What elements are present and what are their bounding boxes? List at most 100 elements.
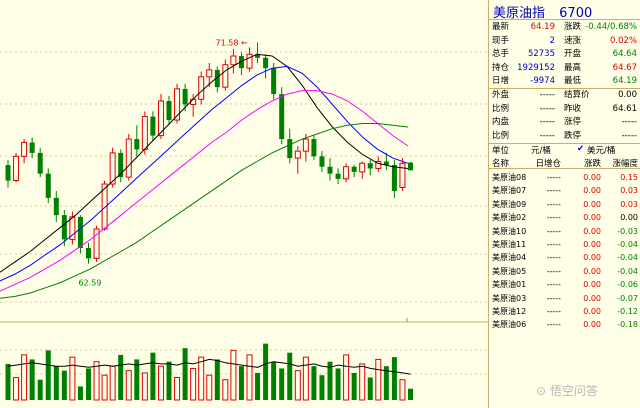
col-chg[interactable]: 涨跌 <box>583 159 601 169</box>
instrument-name: 美原油指 <box>493 6 546 21</box>
candle-down <box>408 162 413 171</box>
candle-up <box>294 150 301 159</box>
quote-label: 涨跌 <box>564 22 582 32</box>
candle-down <box>214 69 220 88</box>
moving-average-line <box>0 90 409 292</box>
quote-label: 最低 <box>564 76 582 87</box>
candle-up <box>157 100 164 137</box>
quote-label: 持仓 <box>492 62 510 73</box>
candle-down <box>150 116 156 136</box>
contract-inc: ----- <box>546 213 561 223</box>
contract-name: 美原油02 <box>492 213 527 223</box>
quote-label: 内盘 <box>492 117 510 128</box>
candle-up <box>101 183 108 230</box>
quote-row: 总手 52735 开盘 64.64 <box>489 48 640 61</box>
quote-label: 外盘 <box>492 90 510 100</box>
candle-up <box>206 69 213 78</box>
volume-bar-down <box>383 366 389 400</box>
quote-row: 最新 64.19 涨跌 -0.44/0.68% <box>489 21 640 34</box>
candle-up <box>246 53 253 69</box>
contract-inc: ----- <box>546 199 561 209</box>
volume-bar-down <box>150 352 156 400</box>
candle-down <box>238 56 244 69</box>
volume-bar-up <box>101 374 108 401</box>
volume-bar-down <box>287 352 293 400</box>
quote-value: 1929152 <box>517 62 555 73</box>
list-item[interactable]: 美原油12 ----- 0.00 -0.12 <box>489 306 640 319</box>
candle-up <box>93 228 100 259</box>
volume-bar-up <box>125 370 132 401</box>
candle-up <box>109 152 116 185</box>
quote-row: 日增 -9974 最低 64.19 <box>489 75 640 88</box>
contract-pct: 0.03 <box>620 199 638 209</box>
volume-bar-down <box>238 366 244 400</box>
list-item[interactable]: 美原油03 ----- 0.00 -0.07 <box>489 293 640 306</box>
candle-up <box>230 55 237 66</box>
list-item[interactable]: 美原油09 ----- 0.00 0.03 <box>489 199 640 212</box>
contract-pct: 0.15 <box>620 173 638 182</box>
contract-name: 美原油06 <box>492 320 527 330</box>
volume-bar-up <box>190 367 197 401</box>
contract-name: 美原油01 <box>492 280 527 290</box>
contract-pct: -0.04 <box>617 240 638 249</box>
contract-inc: ----- <box>546 293 561 303</box>
volume-bar-down <box>214 359 220 400</box>
candle-down <box>279 94 285 140</box>
unit-check-icon: ✔ <box>577 144 585 154</box>
volume-average-line <box>7 358 411 375</box>
list-item[interactable]: 美原油07 ----- 0.00 0.03 <box>489 185 640 198</box>
quote-label: 比例 <box>492 130 510 141</box>
candle-down <box>367 163 373 169</box>
contract-chg: 0.00 <box>583 213 601 223</box>
list-item[interactable]: 美原油02 ----- 0.00 0.00 <box>489 212 640 225</box>
list-item[interactable]: 美原油10 ----- 0.00 -0.03 <box>489 226 640 239</box>
candle-up <box>174 88 181 121</box>
volume-bar-down <box>118 354 124 400</box>
volume-bar-up <box>359 363 366 401</box>
quote-value: ----- <box>539 130 555 141</box>
contract-name: 美原油10 <box>492 226 527 236</box>
list-item[interactable]: 美原油11 ----- 0.00 -0.04 <box>489 239 640 252</box>
candle-down <box>61 215 67 240</box>
quote-value: 52735 <box>527 49 555 60</box>
volume-bar-down <box>319 375 325 400</box>
volume-bar-up <box>230 349 237 401</box>
contract-inc: ----- <box>546 253 561 263</box>
contract-chg: 0.00 <box>583 253 601 263</box>
volume-bar-down <box>29 359 35 400</box>
volume-bar-up <box>399 379 406 401</box>
volume-bar-up <box>246 354 253 401</box>
contract-inc: ----- <box>546 320 561 330</box>
candle-down <box>319 156 325 167</box>
quote-panel: 美原油指 6700 最新 64.19 涨跌 -0.44/0.68% 现手 2 速涨 0.02%… <box>488 0 640 408</box>
contract-chg: 0.00 <box>583 307 601 316</box>
col-name[interactable]: 名称 <box>492 159 510 169</box>
volume-bar-up <box>343 354 350 401</box>
quote-label: 日增 <box>492 76 510 87</box>
candle-down <box>263 57 269 69</box>
list-item[interactable]: 美原油06 ----- 0.00 -0.18 <box>489 319 640 332</box>
unit-option-yuan[interactable]: 元/桶 <box>531 146 551 156</box>
divider <box>489 88 640 89</box>
quote-value: 64.64 <box>612 49 637 60</box>
candle-up <box>21 142 28 157</box>
col-pct[interactable]: 涨幅度 <box>612 159 638 169</box>
col-inc[interactable]: 日增仓 <box>535 159 561 169</box>
list-item[interactable]: 美原油04 ----- 0.00 -0.04 <box>489 252 640 265</box>
contract-chg: 0.00 <box>583 173 601 182</box>
list-item[interactable]: 美原油01 ----- 0.00 -0.06 <box>489 279 640 292</box>
candle-down <box>166 101 172 121</box>
candle-up <box>13 155 20 182</box>
candle-up <box>190 98 197 105</box>
unit-option-usd[interactable]: 美元/桶 <box>587 146 616 156</box>
list-item[interactable]: 美原油05 ----- 0.00 -0.04 <box>489 266 640 279</box>
quote-label: 比例 <box>492 103 510 114</box>
volume-bar-down <box>86 368 91 400</box>
contract-chg: 0.00 <box>583 226 601 236</box>
list-item[interactable]: 美原油08 ----- 0.00 0.15 <box>489 172 640 185</box>
kline-svg[interactable]: 71.58 ← 62.59 <box>0 0 488 408</box>
volume-bar-up <box>222 379 229 401</box>
volume-bar-up <box>141 372 148 401</box>
kline-chart[interactable]: 71.58 ← 62.59 <box>0 0 488 408</box>
candle-down <box>134 139 140 150</box>
